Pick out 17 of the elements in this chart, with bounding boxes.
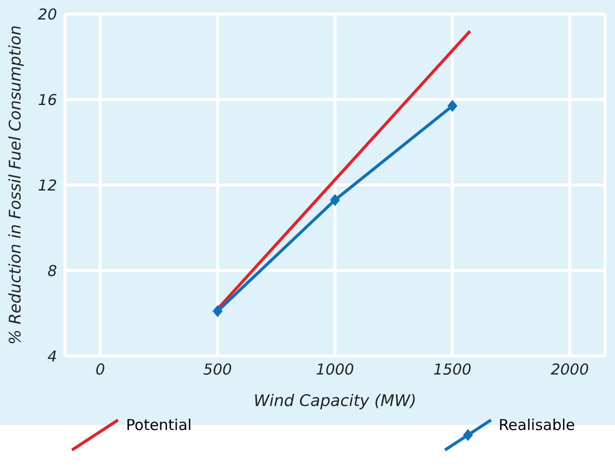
x-tick-label: 500: [203, 360, 232, 379]
x-tick-label: 1000: [316, 360, 354, 379]
legend-label: Realisable: [498, 416, 575, 434]
x-tick-label: 2000: [550, 360, 589, 379]
y-tick-label: 16: [38, 90, 57, 109]
y-axis-title: % Reduction in Fossil Fuel Consumption: [6, 25, 25, 345]
y-tick-label: 4: [47, 347, 57, 366]
y-tick-label: 20: [38, 5, 57, 24]
y-tick-label: 8: [47, 262, 57, 280]
x-tick-label: 0: [95, 360, 105, 379]
point: [212, 305, 223, 318]
y-tick-label: 12: [38, 176, 57, 194]
x-tick-label: 1500: [433, 360, 472, 379]
point: [447, 100, 458, 112]
x-axis-title: Wind Capacity (MW): [254, 391, 416, 410]
legend-label: Potential: [126, 416, 192, 434]
point: [330, 194, 340, 206]
